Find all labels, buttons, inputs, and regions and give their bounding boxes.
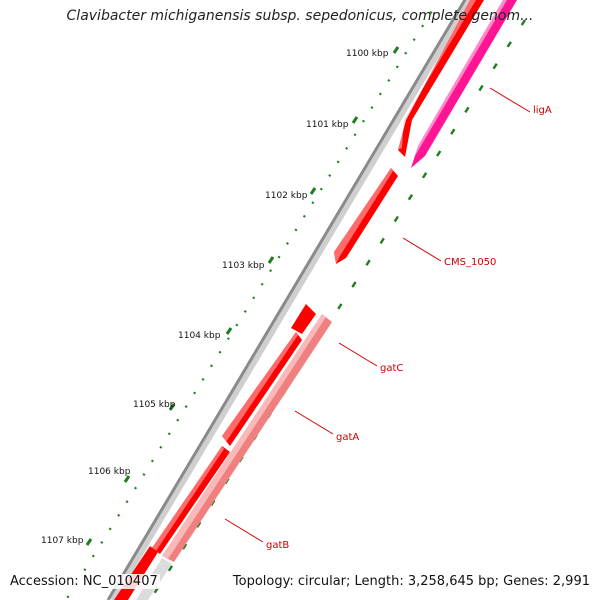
tick-label: 1101 kbp (306, 120, 349, 130)
tick-label: 1107 kbp (41, 536, 84, 546)
tick-mark (267, 256, 275, 264)
backbone-line (106, 0, 467, 600)
tick-mark (225, 327, 233, 335)
gene-label-CMS_1050: CMS_1050 (444, 257, 496, 268)
tick-label: 1106 kbp (88, 467, 131, 477)
leader-line-gatC (338, 342, 378, 367)
gene-feature-red-lower-shade (152, 446, 224, 551)
tick-mark (309, 187, 317, 195)
gene-label-gatA: gatA (336, 432, 359, 443)
tick-mark (351, 116, 359, 124)
tick-label: 1100 kbp (346, 49, 389, 59)
tick-label: 1105 kbp (133, 400, 176, 410)
leader-line-ligA (489, 87, 531, 113)
tick-label: 1102 kbp (265, 191, 308, 201)
tick-dotted-track (65, 0, 441, 600)
gene-label-ligA: ligA (533, 105, 552, 116)
leader-line-gatA (294, 410, 334, 435)
tick-labels: 1100 kbp 1101 kbp 1102 kbp 1103 kbp 1104… (41, 49, 389, 546)
gene-feature-CMS_1050 (334, 168, 398, 264)
gene-features (114, 0, 517, 600)
tick-mark (123, 475, 131, 483)
gene-label-gatB: gatB (266, 540, 289, 551)
tick-label: 1104 kbp (178, 331, 221, 341)
tick-label: 1103 kbp (222, 261, 265, 271)
gene-label-texts: ligA CMS_1050 gatC gatA gatB (266, 105, 552, 551)
tick-marks (85, 46, 400, 546)
tick-mark (392, 46, 400, 54)
gene-feature-gatC (291, 304, 316, 334)
leader-line-gatB (224, 518, 264, 543)
gene-feature-gatB-shade (162, 314, 326, 559)
genome-title: Clavibacter michiganensis subsp. sepedon… (66, 8, 534, 24)
genome-summary: Topology: circular; Length: 3,258,645 bp… (230, 574, 592, 589)
gene-feature-CMS_1050-shade (334, 168, 393, 264)
leader-line-CMS_1050 (402, 237, 442, 262)
gene-labels (224, 87, 531, 543)
gene-feature-red-upper (398, 0, 484, 157)
tick-mark (168, 403, 176, 411)
gene-feature-gatA-shade (222, 332, 298, 442)
gene-label-gatC: gatC (380, 363, 403, 374)
accession-label: Accession: NC_010407 (8, 574, 160, 589)
gene-feature-ligA (411, 0, 517, 168)
backbone-line-shadow (108, 0, 473, 600)
tick-mark (85, 538, 93, 546)
